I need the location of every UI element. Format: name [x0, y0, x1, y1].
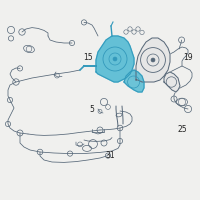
Text: 25: 25: [177, 126, 187, 134]
Text: 31: 31: [105, 152, 115, 160]
Circle shape: [151, 58, 155, 62]
Text: 19: 19: [183, 53, 193, 62]
Text: 5: 5: [90, 106, 94, 114]
Polygon shape: [164, 72, 180, 92]
Polygon shape: [124, 70, 144, 92]
Circle shape: [113, 57, 117, 61]
Polygon shape: [136, 38, 170, 82]
Polygon shape: [134, 69, 136, 78]
Text: 15: 15: [83, 53, 93, 62]
Polygon shape: [96, 36, 134, 82]
